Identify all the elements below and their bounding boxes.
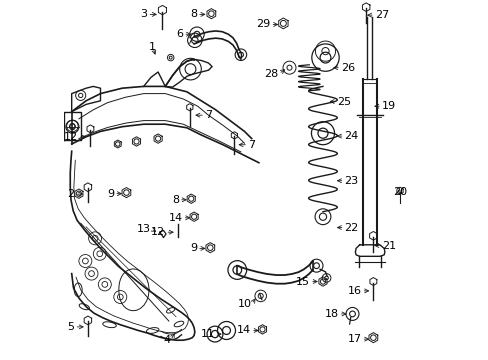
Text: 6: 6: [176, 29, 183, 39]
Text: 21: 21: [381, 240, 395, 251]
Text: 29: 29: [256, 19, 270, 30]
Text: 20: 20: [392, 187, 406, 197]
Text: 7: 7: [247, 140, 255, 150]
Text: 12: 12: [151, 227, 165, 237]
Text: 10: 10: [237, 299, 251, 309]
Text: 22: 22: [344, 222, 358, 233]
Text: 1: 1: [149, 42, 156, 52]
Text: 26: 26: [340, 63, 354, 73]
Text: 17: 17: [346, 334, 361, 344]
Text: 24: 24: [344, 131, 358, 141]
Text: 9: 9: [189, 243, 197, 253]
Text: 23: 23: [344, 176, 358, 186]
Text: 18: 18: [324, 309, 338, 319]
Text: 13: 13: [137, 224, 151, 234]
Text: 8: 8: [189, 9, 197, 19]
Text: 28: 28: [264, 69, 278, 79]
Text: 27: 27: [374, 10, 388, 20]
Text: 8: 8: [171, 195, 179, 205]
Text: 14: 14: [168, 213, 182, 223]
Text: 4: 4: [163, 335, 170, 345]
Text: 12: 12: [64, 132, 78, 142]
Text: 15: 15: [295, 276, 309, 287]
Text: 19: 19: [381, 101, 395, 111]
Text: 7: 7: [204, 110, 212, 120]
Text: 2: 2: [67, 189, 75, 199]
Text: 9: 9: [107, 189, 114, 199]
Text: 5: 5: [67, 322, 75, 332]
Text: 16: 16: [347, 286, 361, 296]
Text: 25: 25: [337, 96, 351, 107]
Text: 3: 3: [140, 9, 147, 19]
Text: 11: 11: [201, 329, 215, 339]
Text: 14: 14: [236, 325, 250, 336]
